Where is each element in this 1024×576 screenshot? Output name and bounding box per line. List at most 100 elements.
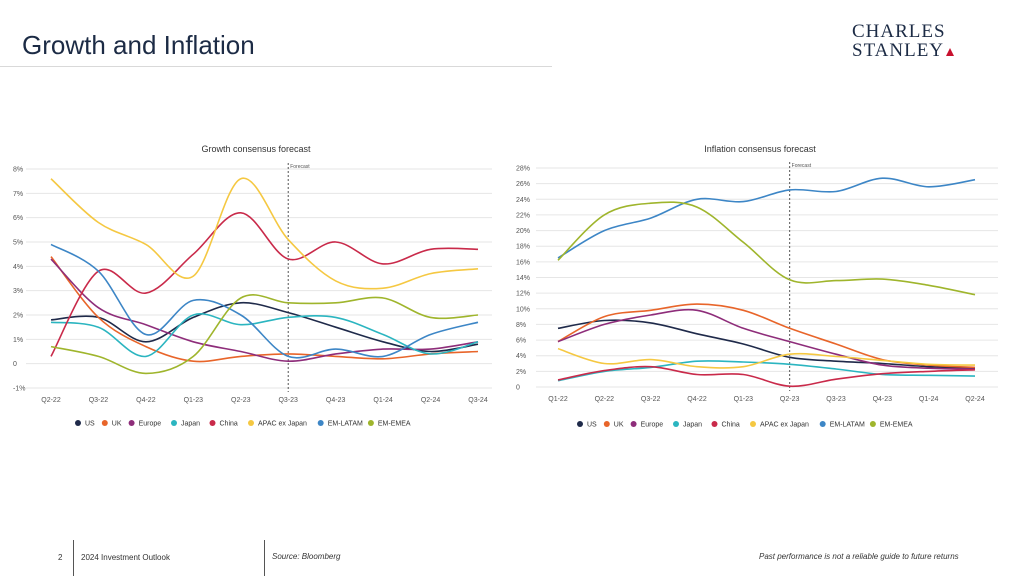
x-tick-label: Q1-23 <box>184 397 204 404</box>
series-line-apac-ex-japan <box>50 177 479 290</box>
legend-marker-china <box>711 421 718 427</box>
x-tick-label: Q4-23 <box>326 397 346 404</box>
series-line-em-latam <box>557 177 976 259</box>
y-tick-label: 0 <box>516 385 520 392</box>
legend-label-us: US <box>85 421 95 428</box>
series-line-japan <box>557 360 976 382</box>
legend-marker-em-emea <box>869 421 876 427</box>
x-tick-label: Q3-22 <box>89 397 109 404</box>
legend-label-em-latam: EM-LATAM <box>328 421 363 428</box>
legend-marker-apac-ex-japan <box>248 420 254 426</box>
legend-label-japan: Japan <box>683 422 702 429</box>
title-divider <box>0 66 552 67</box>
y-tick-label: 4% <box>516 353 526 360</box>
y-tick-label: 18% <box>516 244 530 251</box>
x-tick-label: Q4-23 <box>873 396 893 403</box>
charles-stanley-logo: CHARLES STANLEY <box>852 21 955 61</box>
footer-divider <box>73 540 74 576</box>
legend-label-em-emea: EM-EMEA <box>378 421 411 428</box>
series-line-china <box>557 365 976 388</box>
logo-line1: CHARLES <box>852 21 946 42</box>
legend-marker-japan <box>673 421 679 427</box>
slide-title: Growth and Inflation <box>22 30 255 60</box>
chart-title: Inflation consensus forecast <box>704 144 816 154</box>
series-line-europe <box>50 258 479 363</box>
series-line-uk <box>50 256 479 363</box>
y-tick-label: 24% <box>516 197 530 204</box>
legend-label-em-emea: EM-EMEA <box>880 422 913 429</box>
y-tick-label: 2% <box>516 369 526 376</box>
x-tick-label: Q2-24 <box>421 397 441 404</box>
x-tick-label: Q2-24 <box>965 396 985 403</box>
legend-marker-europe <box>128 420 135 426</box>
y-tick-label: 7% <box>13 191 23 198</box>
y-tick-label: 4% <box>13 264 23 271</box>
legend-marker-europe <box>630 421 637 427</box>
series-line-em-emea <box>50 294 479 375</box>
y-tick-label: 20% <box>516 228 530 235</box>
y-tick-label: 5% <box>13 240 23 247</box>
series-line-em-latam <box>50 243 479 359</box>
legend-label-em-latam: EM-LATAM <box>830 422 865 429</box>
legend-marker-japan <box>171 420 177 426</box>
legend-marker-uk <box>603 421 610 427</box>
x-tick-label: Q1-24 <box>919 396 939 403</box>
disclaimer: Past performance is not a reliable guide… <box>759 552 959 561</box>
x-tick-label: Q1-24 <box>373 397 393 404</box>
footer-divider <box>264 540 265 576</box>
logo-line2: STANLEY <box>852 40 945 61</box>
legend-label-uk: UK <box>112 421 122 428</box>
y-tick-label: 1% <box>13 337 23 344</box>
legend-label-apac-ex-japan: APAC ex Japan <box>258 421 307 428</box>
series-line-japan <box>50 313 479 358</box>
inflation-chart: Inflation consensus forecast 28% 26% 24% 22%… <box>516 144 998 429</box>
x-tick-label: Q3-23 <box>278 397 298 404</box>
x-tick-label: Q1-23 <box>734 396 754 403</box>
y-tick-label: 16% <box>516 259 530 266</box>
x-tick-label: Q2-23 <box>231 397 251 404</box>
legend-label-china: China <box>722 422 740 429</box>
forecast-label: Forecast <box>290 164 310 170</box>
series-line-us <box>50 301 479 353</box>
y-tick-label: 22% <box>516 212 530 219</box>
y-tick-label: 28% <box>516 166 530 173</box>
x-tick-label: Q2-22 <box>41 397 61 404</box>
x-tick-label: Q4-22 <box>687 396 707 403</box>
x-tick-label: Q2-23 <box>780 396 800 403</box>
y-tick-label: 26% <box>516 181 530 188</box>
y-tick-label: 6% <box>516 338 526 345</box>
y-tick-label: 8% <box>13 167 23 174</box>
y-tick-label: -1% <box>13 386 25 393</box>
y-tick-label: 3% <box>13 288 23 295</box>
y-tick-label: 0 <box>13 361 17 368</box>
chart-title: Growth consensus forecast <box>201 144 311 154</box>
legend-marker-china <box>209 420 216 426</box>
legend-marker-us <box>75 420 81 426</box>
document-name: 2024 Investment Outlook <box>81 553 170 562</box>
legend-marker-uk <box>101 420 108 426</box>
legend-marker-em-latam <box>819 421 826 427</box>
legend-label-china: China <box>220 421 238 428</box>
legend-label-europe: Europe <box>139 421 162 428</box>
legend-label-japan: Japan <box>181 421 200 428</box>
legend-marker-em-emea <box>367 420 374 426</box>
logo-triangle-icon <box>946 48 955 56</box>
legend-marker-us <box>577 421 583 427</box>
series-line-apac-ex-japan <box>557 347 976 369</box>
source-note: Source: Bloomberg <box>272 552 341 561</box>
x-tick-label: Q1-22 <box>548 396 568 403</box>
legend-label-apac-ex-japan: APAC ex Japan <box>760 422 809 429</box>
x-tick-label: Q3-22 <box>641 396 661 403</box>
series-line-em-emea <box>557 201 976 296</box>
x-tick-label: Q3-24 <box>468 397 488 404</box>
y-tick-label: 8% <box>516 322 526 329</box>
series-line-china <box>50 211 479 357</box>
forecast-label: Forecast <box>792 163 812 169</box>
legend-marker-em-latam <box>317 420 324 426</box>
y-tick-label: 14% <box>516 275 530 282</box>
legend-label-uk: UK <box>614 422 624 429</box>
x-tick-label: Q4-22 <box>136 397 156 404</box>
series-line-us <box>557 319 976 369</box>
legend-label-us: US <box>587 422 597 429</box>
y-tick-label: 2% <box>13 313 23 320</box>
